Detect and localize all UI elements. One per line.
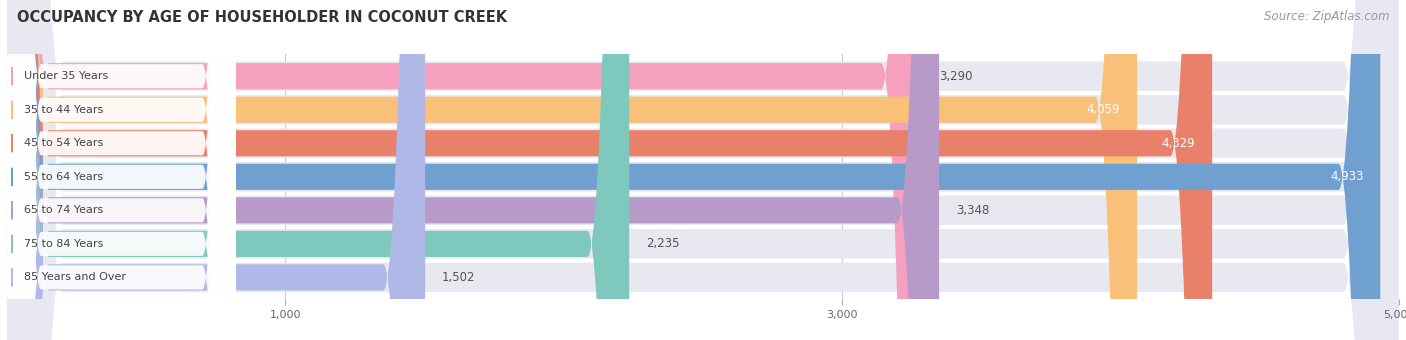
Text: Under 35 Years: Under 35 Years [24,71,108,81]
Text: 3,348: 3,348 [956,204,990,217]
Text: OCCUPANCY BY AGE OF HOUSEHOLDER IN COCONUT CREEK: OCCUPANCY BY AGE OF HOUSEHOLDER IN COCON… [17,10,508,25]
Text: Source: ZipAtlas.com: Source: ZipAtlas.com [1264,10,1389,23]
Text: 2,235: 2,235 [645,237,679,250]
FancyBboxPatch shape [7,0,630,340]
FancyBboxPatch shape [7,0,1399,340]
Text: 55 to 64 Years: 55 to 64 Years [24,172,103,182]
FancyBboxPatch shape [7,0,425,340]
FancyBboxPatch shape [7,0,236,340]
FancyBboxPatch shape [7,0,236,340]
Text: 4,933: 4,933 [1330,170,1364,183]
FancyBboxPatch shape [7,0,236,340]
Text: 1,502: 1,502 [441,271,475,284]
FancyBboxPatch shape [7,0,236,340]
Text: 35 to 44 Years: 35 to 44 Years [24,105,103,115]
FancyBboxPatch shape [7,0,1381,340]
FancyBboxPatch shape [7,0,236,340]
FancyBboxPatch shape [7,0,1399,340]
Text: 45 to 54 Years: 45 to 54 Years [24,138,103,148]
Text: 4,329: 4,329 [1161,137,1195,150]
FancyBboxPatch shape [7,0,1212,340]
Text: 65 to 74 Years: 65 to 74 Years [24,205,103,215]
FancyBboxPatch shape [7,0,939,340]
Text: 75 to 84 Years: 75 to 84 Years [24,239,103,249]
FancyBboxPatch shape [7,0,236,340]
FancyBboxPatch shape [7,0,1399,340]
FancyBboxPatch shape [7,0,922,340]
FancyBboxPatch shape [7,0,1399,340]
Text: 3,290: 3,290 [939,70,973,83]
Text: 4,059: 4,059 [1087,103,1121,116]
FancyBboxPatch shape [7,0,1137,340]
FancyBboxPatch shape [7,0,236,340]
FancyBboxPatch shape [7,0,1399,340]
FancyBboxPatch shape [7,0,1399,340]
Text: 85 Years and Over: 85 Years and Over [24,272,125,283]
FancyBboxPatch shape [7,0,1399,340]
